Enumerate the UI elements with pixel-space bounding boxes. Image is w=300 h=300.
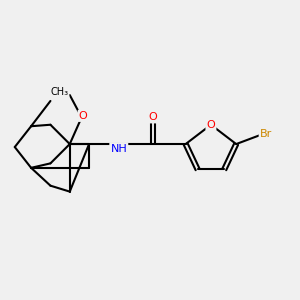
Text: Br: Br [260, 129, 272, 139]
Text: CH₃: CH₃ [50, 87, 68, 97]
Text: O: O [79, 111, 88, 121]
Text: O: O [148, 112, 157, 122]
Text: NH: NH [110, 143, 127, 154]
Text: O: O [207, 120, 215, 130]
